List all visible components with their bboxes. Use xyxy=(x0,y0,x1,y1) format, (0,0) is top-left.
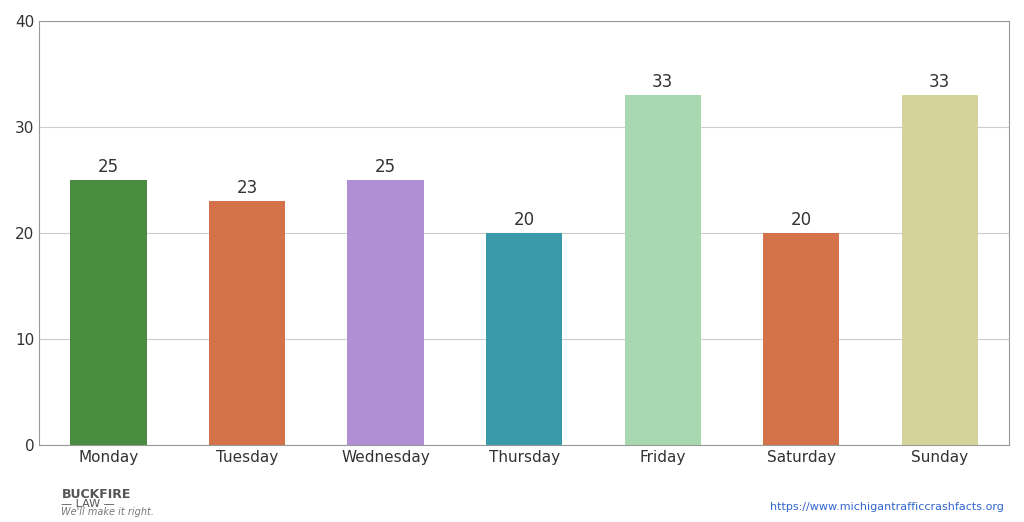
Text: 20: 20 xyxy=(514,211,535,229)
Text: https://www.michigantrafficcrashfacts.org: https://www.michigantrafficcrashfacts.or… xyxy=(770,502,1004,512)
Text: — LAW —: — LAW — xyxy=(61,499,115,509)
Bar xyxy=(71,180,146,445)
Text: 25: 25 xyxy=(98,158,119,176)
Text: 20: 20 xyxy=(791,211,812,229)
Text: BUCKFIRE: BUCKFIRE xyxy=(61,488,131,501)
Text: 33: 33 xyxy=(929,73,950,91)
Text: We'll make it right.: We'll make it right. xyxy=(61,507,155,517)
Bar xyxy=(625,96,700,445)
Text: 23: 23 xyxy=(237,179,258,197)
Bar xyxy=(347,180,424,445)
Bar xyxy=(209,201,285,445)
Bar xyxy=(763,233,840,445)
Text: 25: 25 xyxy=(375,158,396,176)
Bar xyxy=(902,96,978,445)
Text: 33: 33 xyxy=(652,73,674,91)
Bar xyxy=(486,233,562,445)
